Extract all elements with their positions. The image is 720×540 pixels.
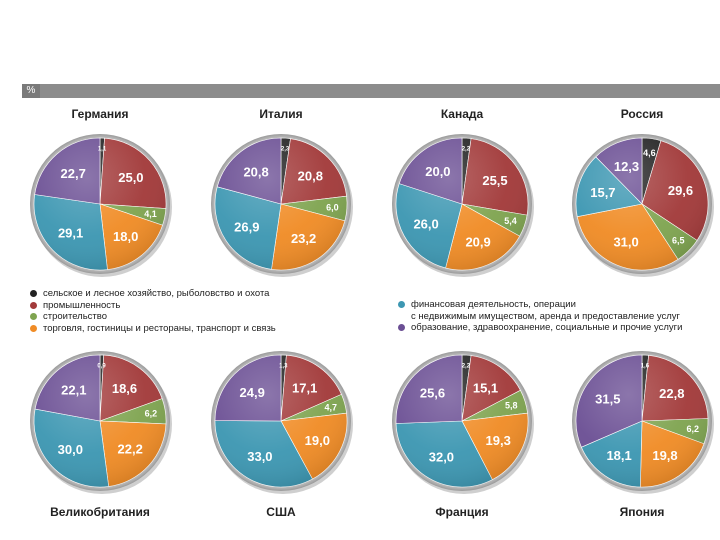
pie-gloss [215,138,347,270]
legend-label: промышленность [43,299,121,311]
pie-value-label: 6,0 [326,203,339,213]
pie-value-label: 2,3 [281,146,290,152]
pie-value-label: 15,7 [590,185,615,200]
pie-value-label: 4,6 [643,148,656,158]
legend-label: сельское и лесное хозяйство, рыболовство… [43,288,270,299]
pie-value-label: 12,3 [614,159,639,174]
pie-value-label: 17,1 [292,381,317,396]
pie-value-label: 2,2 [462,146,471,152]
pie-value-label: 5,4 [504,216,517,226]
pie-gloss [396,355,528,487]
pie-value-label: 20,9 [465,235,490,250]
legend-label: строительство [43,311,108,323]
pie-value-label: 20,8 [298,168,323,183]
pie-value-label: 4,1 [144,209,157,219]
pie-value-label: 2,2 [462,363,471,369]
pie-title: Канада [441,107,484,121]
legend-item-agriculture: сельское и лесное хозяйство, рыболовство… [30,288,360,300]
pie-value-label: 25,6 [420,386,445,401]
pie-value-label: 6,5 [672,236,685,246]
pie-value-label: 26,9 [234,220,259,235]
pie-value-label: 31,5 [595,392,620,407]
pie-title: США [266,505,296,519]
pie-value-label: 19,3 [486,433,511,448]
pie-value-label: 22,2 [118,442,143,457]
pie-value-label: 23,2 [291,231,316,246]
pie-gloss [34,355,166,487]
unit-badge: % [22,84,40,98]
legend-left: сельское и лесное хозяйство, рыболовство… [30,288,360,334]
pie-value-label: 22,8 [659,386,684,401]
pie-title: Япония [620,505,665,519]
legend-label: образование, здравоохранение, социальные… [411,322,683,334]
pie-chart: 2,3 20,8 6,0 23,2 26,9 20,8 [211,134,353,277]
pie-value-label: 18,1 [606,448,631,463]
pie-chart: 1,3 17,1 4,7 19,0 33,0 24,9 [211,351,353,494]
pie-gloss [396,138,528,270]
legend-swatch [30,324,37,332]
pie-value-label: 22,7 [61,166,86,181]
pie-value-label: 32,0 [429,449,454,464]
legend-swatch [30,313,37,321]
legend-swatch [30,290,37,297]
pie-value-label: 1,1 [98,146,107,152]
pie-value-label: 24,9 [240,385,265,400]
pie-value-label: 25,5 [482,173,507,188]
pie-value-label: 20,8 [243,165,268,180]
pie-value-label: 18,6 [112,381,137,396]
pie-value-label: 5,8 [505,401,518,411]
pie-value-label: 22,1 [61,383,86,398]
pie-value-label: 31,0 [613,235,638,250]
legend-swatch [398,324,405,332]
pie-title: Италия [259,107,302,121]
pie-value-label: 1,6 [641,363,650,369]
header-bar [22,84,720,98]
pie-value-label: 30,0 [58,442,83,457]
pie-title: Великобритания [50,505,150,519]
legend-swatch [398,301,405,308]
pie-value-label: 15,1 [473,381,498,396]
pie-gloss [576,138,708,270]
legend-item-services: образование, здравоохранение, социальные… [398,322,718,334]
pie-chart: 2,2 25,5 5,4 20,9 26,0 20,0 [392,134,534,277]
pie-value-label: 26,0 [413,217,438,232]
pie-value-label: 6,2 [687,424,700,434]
pie-chart: 4,6 29,6 6,5 31,0 15,7 12,3 [572,134,714,277]
pie-gloss [576,355,708,487]
pie-value-label: 25,0 [118,170,143,185]
pie-gloss [34,138,166,270]
pie-value-label: 19,8 [652,448,677,463]
pie-value-label: 33,0 [247,449,272,464]
legend-item-industry: промышленность [30,300,360,312]
pie-value-label: 19,0 [305,433,330,448]
pie-value-label: 29,1 [58,226,83,241]
pie-value-label: 4,7 [324,402,337,412]
pie-value-label: 1,3 [279,363,288,369]
pie-chart: 0,9 18,6 6,2 22,2 30,0 22,1 [30,351,172,494]
pie-value-label: 6,2 [145,408,158,418]
legend-item-finance: финансовая деятельность, операции с недв… [398,299,718,322]
pie-chart: 2,2 15,1 5,8 19,3 32,0 25,6 [392,351,534,494]
pie-gloss [215,355,347,487]
legend-right: финансовая деятельность, операции с недв… [398,299,718,334]
pie-value-label: 29,6 [668,183,693,198]
legend-label: финансовая деятельность, операции с недв… [411,299,681,322]
pie-chart: 1,1 25,0 4,1 18,0 29,1 22,7 [30,134,172,277]
pie-title: Франция [435,505,488,519]
legend-swatch [30,301,37,309]
pie-title: Германия [71,107,128,121]
pie-title: Россия [621,107,664,121]
pie-value-label: 20,0 [425,164,450,179]
pie-value-label: 0,9 [97,363,106,369]
pie-chart: 1,6 22,8 6,2 19,8 18,1 31,5 [572,351,714,494]
legend-item-construction: строительство [30,311,360,323]
pie-value-label: 18,0 [113,229,138,244]
legend-item-trade: торговля, гостиницы и рестораны, транспо… [30,323,360,335]
legend-label: торговля, гостиницы и рестораны, транспо… [43,322,276,334]
